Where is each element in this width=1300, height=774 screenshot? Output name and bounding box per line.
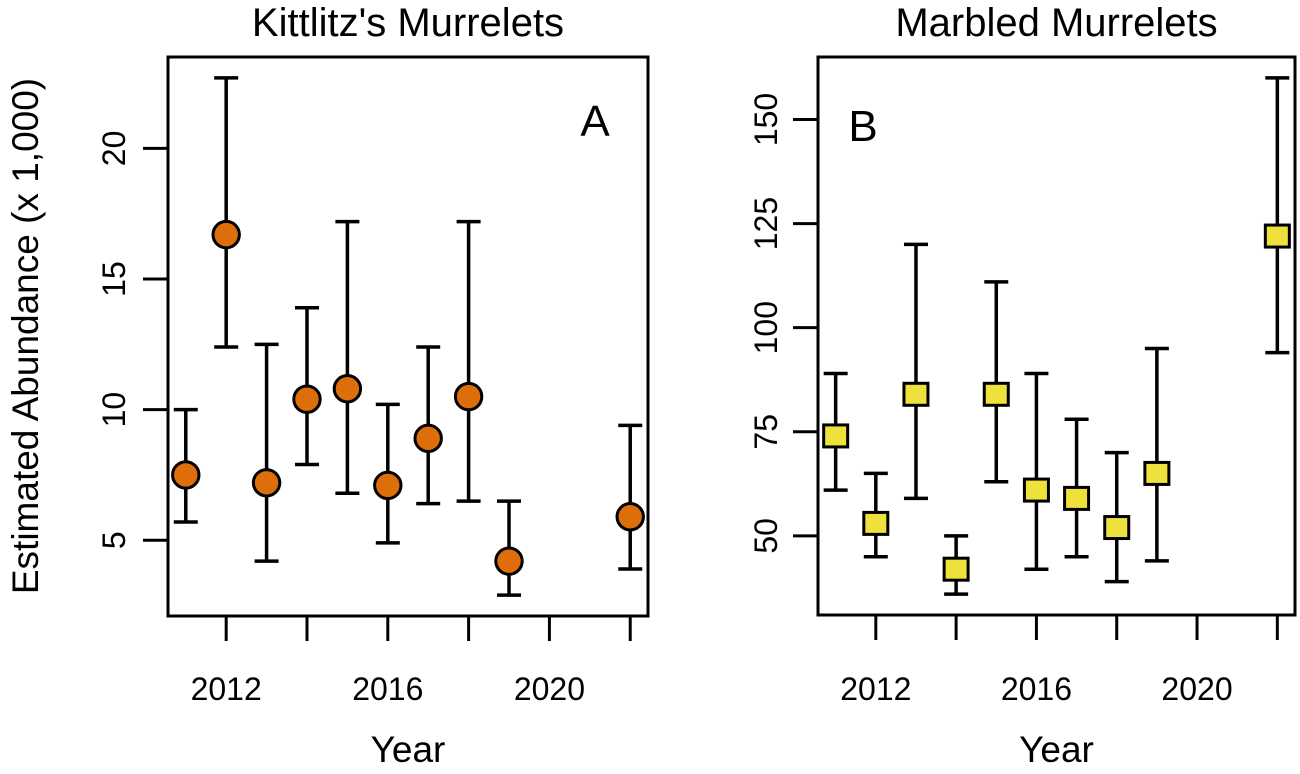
data-point-2018 (1103, 450, 1131, 584)
panel-a-title: Kittlitz's Murrelets (251, 1, 565, 45)
x-tick-label: 2020 (1161, 671, 1232, 707)
plot-box (166, 55, 650, 618)
marker-square (1263, 223, 1291, 249)
marker-circle (251, 468, 282, 498)
marker-circle (171, 460, 201, 490)
marker-square (902, 381, 930, 407)
x-tick-label: 2016 (352, 671, 423, 707)
marker-circle (413, 423, 443, 454)
data-point-2012 (211, 76, 241, 349)
y-axis-label: Estimated Abundance (x 1,000) (5, 77, 46, 595)
data-point-2022 (615, 423, 645, 571)
data-point-2012 (862, 471, 890, 559)
data-point-2014 (292, 306, 322, 467)
x-tick-label: 2020 (514, 671, 585, 707)
marker-square (982, 381, 1010, 407)
y-tick-label: 5 (96, 531, 132, 549)
y-tick-label: 150 (748, 93, 784, 146)
data-point-2022 (1263, 76, 1291, 355)
y-tick-label: 125 (748, 197, 784, 250)
data-point-2015 (332, 219, 363, 495)
marker-square (1022, 477, 1050, 503)
panel-a-x-axis-label: Year (370, 729, 446, 770)
data-point-2017 (413, 345, 443, 506)
data-point-2013 (251, 342, 282, 563)
marker-circle (453, 381, 484, 412)
x-tick-label: 2012 (191, 671, 262, 707)
data-point-2019 (494, 499, 524, 597)
marker-circle (615, 502, 645, 532)
panel-b-x-axis-label: Year (1019, 729, 1094, 770)
data-point-2011 (822, 371, 850, 492)
panel-b: 2012 2016 2020 50 75 100 125 150 (748, 55, 1297, 707)
marker-square (942, 556, 970, 582)
marker-square (862, 510, 890, 536)
marker-square (1143, 460, 1171, 486)
marker-circle (332, 374, 363, 404)
marker-square (822, 423, 850, 449)
data-point-2011 (171, 407, 201, 524)
y-tick-label: 100 (748, 301, 784, 354)
panel-b-title: Marbled Murrelets (895, 1, 1218, 45)
y-tick-label: 10 (96, 392, 132, 428)
y-tick-label: 50 (748, 518, 784, 554)
data-point-2016 (373, 402, 403, 545)
x-tick-label: 2016 (1001, 671, 1072, 707)
panel-a-corner-label: A (580, 97, 610, 146)
data-point-2013 (902, 242, 930, 501)
data-point-2014 (942, 534, 970, 596)
marker-circle (494, 546, 524, 576)
marker-circle (211, 219, 241, 250)
data-point-2018 (453, 219, 484, 503)
marker-square (1103, 515, 1131, 541)
data-point-2019 (1143, 346, 1171, 563)
y-tick-label: 15 (96, 261, 132, 297)
data-point-2017 (1063, 417, 1091, 559)
panel-b-corner-label: B (848, 102, 878, 151)
marker-circle (373, 470, 403, 501)
data-point-2016 (1022, 371, 1050, 571)
marker-circle (292, 384, 322, 414)
marker-square (1063, 485, 1091, 511)
y-tick-label: 20 (96, 131, 132, 167)
plot-box (816, 55, 1297, 617)
panel-a: 2012 2016 2020 5 10 15 20 (96, 55, 650, 707)
data-point-2015 (982, 280, 1010, 484)
x-tick-label: 2012 (840, 671, 911, 707)
y-tick-label: 75 (748, 414, 784, 450)
